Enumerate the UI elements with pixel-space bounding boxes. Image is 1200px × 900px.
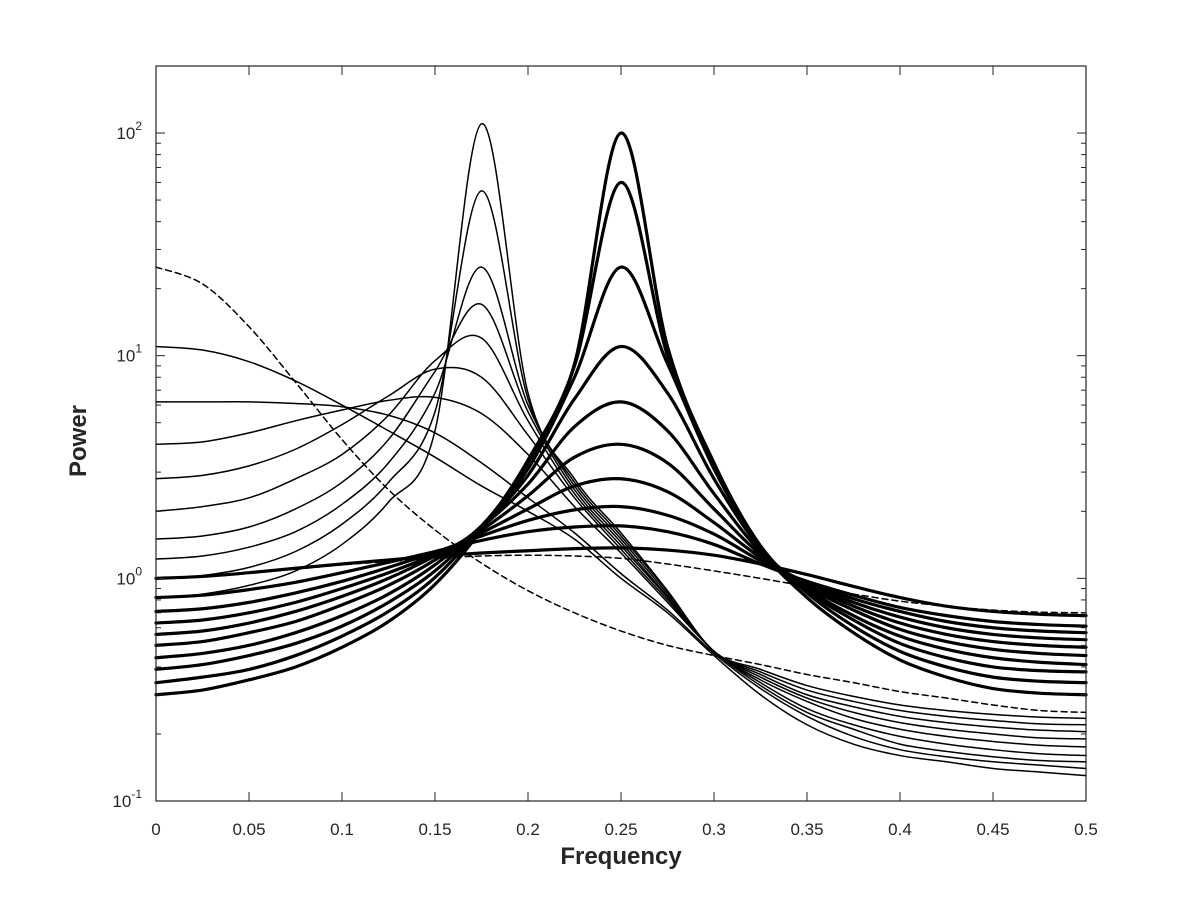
series-line-16-thick bbox=[154, 442, 1088, 649]
y-tick-label-exponent: 2 bbox=[135, 119, 142, 133]
series-line-11-thin bbox=[155, 123, 1087, 720]
y-tick-label-base: 10 bbox=[116, 124, 135, 143]
y-tick-label-base: 10 bbox=[116, 347, 135, 366]
series-line-21-thick bbox=[154, 180, 1088, 697]
x-tick-label: 0.35 bbox=[790, 820, 823, 839]
y-tick-label: 101 bbox=[116, 342, 142, 366]
series-line-7-thin bbox=[155, 334, 1087, 748]
series-line-8-thin bbox=[155, 303, 1087, 740]
y-tick-label: 10-1 bbox=[112, 787, 142, 811]
y-tick-label: 100 bbox=[116, 564, 142, 588]
y-tick-label-base: 10 bbox=[116, 569, 135, 588]
y-tick-label-exponent: 0 bbox=[135, 564, 142, 578]
series-line-3-thin bbox=[155, 345, 1087, 777]
x-tick-label: 0.15 bbox=[418, 820, 451, 839]
x-tick-label: 0.5 bbox=[1074, 820, 1098, 839]
series-line-19-thick bbox=[154, 265, 1088, 674]
tick-layer: 0 0.05 0.1 0.15 0.2 0.25 0.3 0.35 0.4 0.45 0.510-1… bbox=[112, 66, 1098, 839]
series-line-5-thin bbox=[155, 395, 1087, 763]
x-tick-label: 0.25 bbox=[604, 820, 637, 839]
x-axis-title: Frequency bbox=[560, 843, 682, 870]
series-line-1-dashed bbox=[155, 266, 1087, 714]
y-tick-label-exponent: 1 bbox=[135, 342, 142, 356]
x-tick-label: 0.1 bbox=[330, 820, 354, 839]
x-tick-label: 0 bbox=[151, 820, 160, 839]
series-line-14-thick bbox=[154, 504, 1088, 635]
x-tick-label: 0.2 bbox=[516, 820, 540, 839]
x-tick-label: 0.45 bbox=[976, 820, 1009, 839]
series-line-20-thick bbox=[154, 131, 1088, 685]
y-tick-label-exponent: -1 bbox=[131, 787, 142, 801]
x-tick-label: 0.4 bbox=[888, 820, 912, 839]
series-line-15-thick bbox=[154, 477, 1088, 642]
y-tick-label-base: 10 bbox=[112, 792, 131, 811]
series-line-17-thick bbox=[154, 400, 1088, 658]
series-layer bbox=[154, 123, 1088, 777]
series-line-12-thick bbox=[154, 546, 1088, 618]
x-tick-label: 0.3 bbox=[702, 820, 726, 839]
series-line-13-thick bbox=[154, 524, 1088, 628]
x-tick-label: 0.05 bbox=[232, 820, 265, 839]
y-axis-title: Power bbox=[65, 405, 92, 477]
series-line-4-thin bbox=[155, 401, 1087, 770]
y-tick-label: 102 bbox=[116, 119, 142, 143]
series-line-18-thick bbox=[154, 344, 1088, 667]
